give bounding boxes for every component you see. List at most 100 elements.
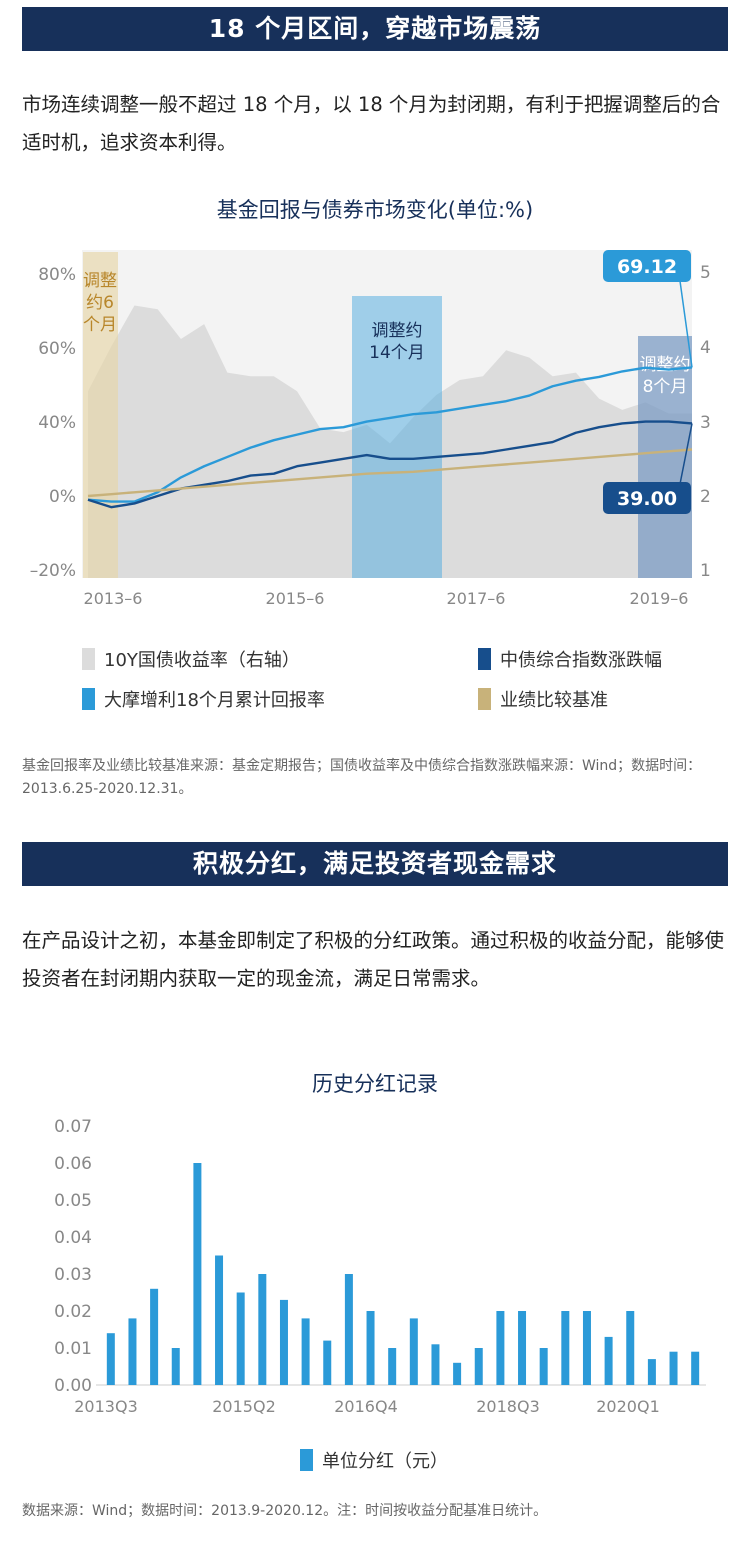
dividend-bar bbox=[561, 1311, 570, 1385]
y-tick-label: 0.06 bbox=[54, 1154, 92, 1174]
dividend-bar bbox=[171, 1348, 180, 1385]
y-right-tick-label: 5 bbox=[700, 263, 711, 283]
dividend-bar bbox=[691, 1351, 700, 1385]
legend-item-csi: 中债综合指数涨跌幅 bbox=[478, 646, 662, 672]
adjustment-period-label: 约6 bbox=[86, 293, 114, 313]
csi-end-label-box bbox=[603, 482, 691, 514]
y-left-tick-label: 80% bbox=[38, 265, 76, 285]
x-tick-label: 2013Q3 bbox=[74, 1397, 138, 1416]
dividend-bar bbox=[474, 1348, 483, 1385]
legend-label: 中债综合指数涨跌幅 bbox=[500, 650, 662, 671]
adjustment-period-shade bbox=[638, 336, 692, 578]
chart-title: 基金回报与债券市场变化(单位:%) bbox=[216, 198, 534, 222]
dividend-bar bbox=[582, 1311, 591, 1385]
yield-area bbox=[88, 305, 692, 578]
benchmark-line bbox=[87, 448, 693, 498]
dividend-bar bbox=[106, 1333, 115, 1385]
dividend-bar bbox=[193, 1163, 202, 1385]
csi-end-label: 39.00 bbox=[617, 488, 677, 510]
dividend-bar bbox=[669, 1351, 678, 1385]
adjustment-period-shade bbox=[352, 296, 442, 578]
legend-swatch-blue bbox=[300, 1449, 313, 1471]
y-left-tick-label: 40% bbox=[38, 413, 76, 433]
adjustment-period-label: 调整约 bbox=[640, 355, 691, 375]
legend-swatch-gray bbox=[82, 648, 95, 670]
adjustment-period-shade bbox=[83, 252, 118, 578]
y-tick-label: 0.03 bbox=[54, 1265, 92, 1285]
legend-label: 业绩比较基准 bbox=[500, 690, 608, 711]
section-title: 18 个月区间，穿越市场震荡 bbox=[208, 14, 542, 43]
dividend-bar bbox=[539, 1348, 548, 1385]
y-tick-label: 0.01 bbox=[54, 1339, 92, 1359]
x-tick-label: 2020Q1 bbox=[596, 1397, 660, 1416]
y-tick-label: 0.07 bbox=[54, 1117, 92, 1137]
source-note: 基金回报率及业绩比较基准来源：基金定期报告；国债收益率及中债综合指数涨跌幅来源：… bbox=[22, 758, 702, 797]
y-left-tick-label: 60% bbox=[38, 339, 76, 359]
adjustment-period-label: 8个月 bbox=[643, 377, 688, 397]
dividend-bar bbox=[496, 1311, 505, 1385]
dividend-bar bbox=[388, 1348, 397, 1385]
adjustment-period-label: 调整 bbox=[83, 271, 117, 291]
legend-swatch-navy bbox=[478, 648, 491, 670]
legend-swatch-blue bbox=[82, 688, 95, 710]
dividend-bar bbox=[453, 1362, 462, 1385]
dividend-bar bbox=[604, 1336, 613, 1385]
legend-item-yield: 10Y国债收益率（右轴） bbox=[82, 646, 300, 672]
dividend-bar bbox=[236, 1292, 245, 1385]
section-title-banner: 积极分红，满足投资者现金需求 bbox=[22, 842, 728, 886]
section-title-banner: 18 个月区间，穿越市场震荡 bbox=[22, 7, 728, 51]
dividend-bar bbox=[518, 1311, 527, 1385]
dividend-bar bbox=[626, 1311, 635, 1385]
adjustment-period-label: 个月 bbox=[83, 315, 117, 335]
y-left-tick-label: 0% bbox=[49, 487, 76, 507]
adjustment-period-label: 调整约 bbox=[372, 321, 423, 341]
source-note: 数据来源：Wind；数据时间：2013.9-2020.12。注：时间按收益分配基… bbox=[22, 1503, 548, 1519]
x-tick-label: 2019–6 bbox=[630, 589, 689, 608]
y-tick-label: 0.05 bbox=[54, 1191, 92, 1211]
fund-return-line bbox=[87, 366, 693, 503]
legend-item-fund: 大摩增利18个月累计回报率 bbox=[82, 686, 325, 712]
dividend-bar bbox=[409, 1318, 418, 1385]
legend-label: 10Y国债收益率（右轴） bbox=[104, 650, 300, 671]
y-right-tick-label: 3 bbox=[700, 413, 711, 433]
callout-line bbox=[679, 423, 693, 485]
dividend-bar bbox=[279, 1299, 288, 1385]
intro-paragraph: 市场连续调整一般不超过 18 个月，以 18 个月为封闭期，有利于把握调整后的合… bbox=[22, 93, 721, 154]
dividend-bar bbox=[344, 1274, 353, 1385]
x-tick-label: 2013–6 bbox=[84, 589, 143, 608]
fund-end-label-box bbox=[603, 250, 691, 282]
dividend-bar bbox=[431, 1344, 440, 1385]
dividend-bar bbox=[258, 1274, 267, 1385]
x-tick-label: 2017–6 bbox=[447, 589, 506, 608]
y-right-tick-label: 1 bbox=[700, 561, 711, 581]
chart-title: 历史分红记录 bbox=[312, 1072, 438, 1096]
legend-item-dividend: 单位分红（元） bbox=[300, 1447, 448, 1473]
x-tick-label: 2018Q3 bbox=[476, 1397, 540, 1416]
y-tick-label: 0.00 bbox=[54, 1376, 92, 1396]
x-tick-label: 2015–6 bbox=[266, 589, 325, 608]
fund-end-label: 69.12 bbox=[617, 256, 677, 278]
legend-item-benchmark: 业绩比较基准 bbox=[478, 686, 608, 712]
y-tick-label: 0.02 bbox=[54, 1302, 92, 1322]
x-tick-label: 2015Q2 bbox=[212, 1397, 276, 1416]
y-right-tick-label: 4 bbox=[700, 338, 711, 358]
legend-label: 大摩增利18个月累计回报率 bbox=[104, 690, 325, 711]
dividend-bar bbox=[128, 1318, 137, 1385]
y-right-tick-label: 2 bbox=[700, 487, 711, 507]
callout-line bbox=[679, 280, 693, 368]
dividend-bar bbox=[647, 1359, 656, 1385]
adjustment-period-label: 14个月 bbox=[369, 343, 425, 363]
dividend-bar bbox=[366, 1311, 375, 1385]
y-left-tick-label: –20% bbox=[30, 561, 76, 581]
dividend-bar bbox=[150, 1288, 159, 1385]
dividend-bar bbox=[323, 1340, 332, 1385]
section-title: 积极分红，满足投资者现金需求 bbox=[192, 849, 557, 878]
x-tick-label: 2016Q4 bbox=[334, 1397, 398, 1416]
dividend-bar bbox=[215, 1255, 224, 1385]
y-tick-label: 0.04 bbox=[54, 1228, 92, 1248]
dividend-paragraph: 在产品设计之初，本基金即制定了积极的分红政策。通过积极的收益分配，能够使投资者在… bbox=[22, 929, 725, 990]
dividend-bar bbox=[301, 1318, 310, 1385]
legend-swatch-gold bbox=[478, 688, 491, 710]
